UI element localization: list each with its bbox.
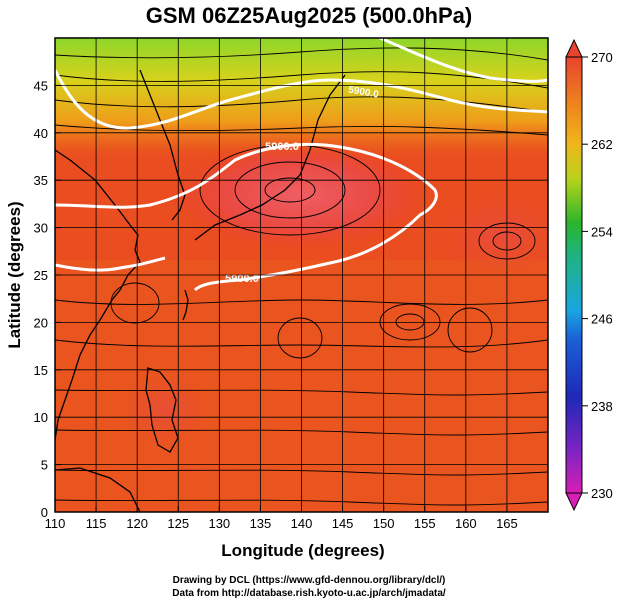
streamline [55,47,548,61]
x-tick-label: 150 [373,516,395,531]
streamline [55,499,548,506]
y-tick-label: 15 [34,363,48,378]
y-tick-label: 0 [41,505,48,520]
x-tick-label: 125 [167,516,189,531]
x-axis-label: Longitude (degrees) [221,541,384,560]
x-tick-label: 140 [291,516,313,531]
japan-outline [194,74,346,241]
korea-coast [139,69,186,221]
colorbar-tick-label: 230 [591,486,613,501]
contour-label: 5900.0 [265,141,299,153]
y-tick-label: 45 [34,78,48,93]
contour-high [55,142,438,292]
y-axis-label: Latitude (degrees) [5,201,24,348]
contour-far-north [379,38,548,83]
eddy-ring [110,282,160,324]
colorbar-tick-label: 270 [591,50,613,65]
chart-title: GSM 06Z25Aug2025 (500.0hPa) [146,3,472,28]
x-tick-label: 145 [332,516,354,531]
contour-north [55,69,548,130]
anticyclone-ring [234,161,346,219]
colorbar: 230 238 246 254 262 270 [565,38,613,512]
height-contours [55,38,548,292]
x-tick-label: 155 [414,516,436,531]
philippines-warm-patch [125,375,205,445]
x-axis: 110 115 120 125 130 135 140 145 150 155 160 165 [45,506,518,531]
borneo-coast [55,467,141,512]
streamline [55,96,548,113]
streamline [55,124,548,136]
colorbar-max-arrow [565,38,583,58]
contour-southwest [55,256,166,272]
x-tick-label: 160 [455,516,477,531]
streamline [55,429,548,436]
eddy-ring [447,307,493,353]
y-axis: 0 5 10 15 20 25 30 35 40 45 [34,78,61,520]
y-tick-label: 25 [34,268,48,283]
colorbar-min-arrow [565,492,583,512]
contour-label: 5900.0 [225,273,259,285]
eddy-ring [277,317,323,359]
x-tick-label: 165 [496,516,518,531]
streamline [55,339,548,348]
y-tick-label: 30 [34,221,48,236]
grid [55,38,548,512]
y-tick-label: 40 [34,126,48,141]
philippines-outline [145,367,179,453]
anticyclone-ring [264,177,316,203]
x-tick-label: 130 [208,516,230,531]
x-tick-label: 110 [45,516,66,531]
coastlines [55,69,346,512]
eastern-warm-patch [440,195,548,275]
china-coast [55,149,141,441]
y-tick-label: 35 [34,173,48,188]
credit-line-2: Data from http://database.rish.kyoto-u.a… [172,588,446,599]
colorbar-tick-label: 246 [591,312,613,327]
contour-label: 5900.0 [347,84,379,100]
x-tick-label: 115 [86,516,107,531]
taiwan-outline [182,289,189,321]
streamline [55,389,548,396]
plot-area: 5900.0 5900.0 5900.0 [55,38,548,512]
colorbar-tick-label: 238 [591,399,613,414]
streamline [55,299,548,305]
colorbar-scale [565,56,583,494]
y-tick-label: 10 [34,410,48,425]
y-tick-label: 5 [41,458,48,473]
streamline [55,469,548,476]
colorbar-tick-label: 254 [591,224,613,239]
colorbar-tick-label: 262 [591,137,613,152]
colorbar-ticks: 230 238 246 254 262 270 [582,50,613,501]
high-pressure-warm-core [170,140,430,250]
x-tick-label: 135 [250,516,272,531]
x-tick-label: 120 [126,516,148,531]
credit-line-1: Drawing by DCL (https://www.gfd-dennou.o… [173,575,446,586]
y-tick-label: 20 [34,315,48,330]
streamline [55,71,548,89]
